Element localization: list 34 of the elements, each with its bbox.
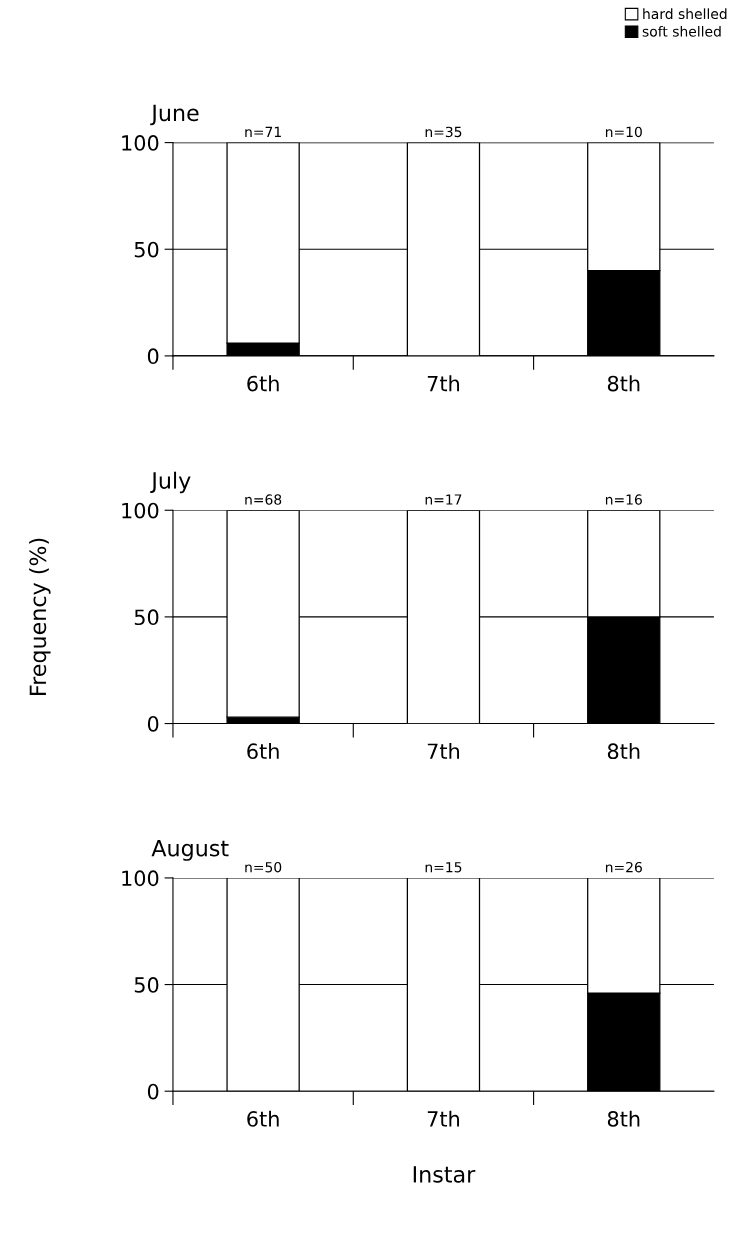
y-tick-label: 100 [122, 502, 159, 519]
annotation: n=15 [425, 862, 462, 873]
y-tick-label: 50 [134, 609, 159, 626]
x-tick-label: 7th [427, 375, 459, 392]
chart-title: June [150, 104, 199, 126]
chart-title: July [150, 471, 191, 494]
x-tick-label: 6th [247, 1110, 279, 1127]
y-tick-label: 0 [147, 1083, 159, 1100]
annotation: n=16 [605, 494, 642, 505]
y-tick-label: 50 [134, 241, 159, 258]
legend-label: soft shelled [642, 25, 721, 37]
y-tick-label: 100 [122, 870, 159, 887]
annotation: n=71 [245, 126, 281, 137]
legend-label: hard shelled [643, 8, 727, 20]
x-tick-label: 6th [247, 375, 279, 392]
x-tick-label: 8th [607, 1110, 640, 1127]
y-tick-label: 0 [147, 715, 159, 732]
chart-title: August [151, 840, 229, 861]
annotation: n=17 [425, 494, 462, 505]
y-tick-label: 100 [122, 135, 159, 151]
x-tick-label: 8th [607, 742, 640, 760]
annotation: n=68 [245, 494, 282, 505]
y-tick-label: 0 [147, 348, 159, 365]
x-tick-label: 7th [427, 742, 459, 759]
x-axis-title: Instar [413, 1166, 476, 1183]
annotation: n=10 [605, 126, 642, 138]
y-tick-label: 50 [134, 977, 159, 993]
annotation: n=35 [425, 126, 462, 138]
x-tick-label: 8th [607, 375, 640, 392]
x-tick-label: 7th [427, 1110, 459, 1127]
annotation: n=26 [605, 861, 642, 873]
y-axis-title: Frequency (%) [29, 538, 51, 695]
x-tick-label: 6th [247, 742, 279, 760]
annotation: n=50 [245, 861, 282, 873]
